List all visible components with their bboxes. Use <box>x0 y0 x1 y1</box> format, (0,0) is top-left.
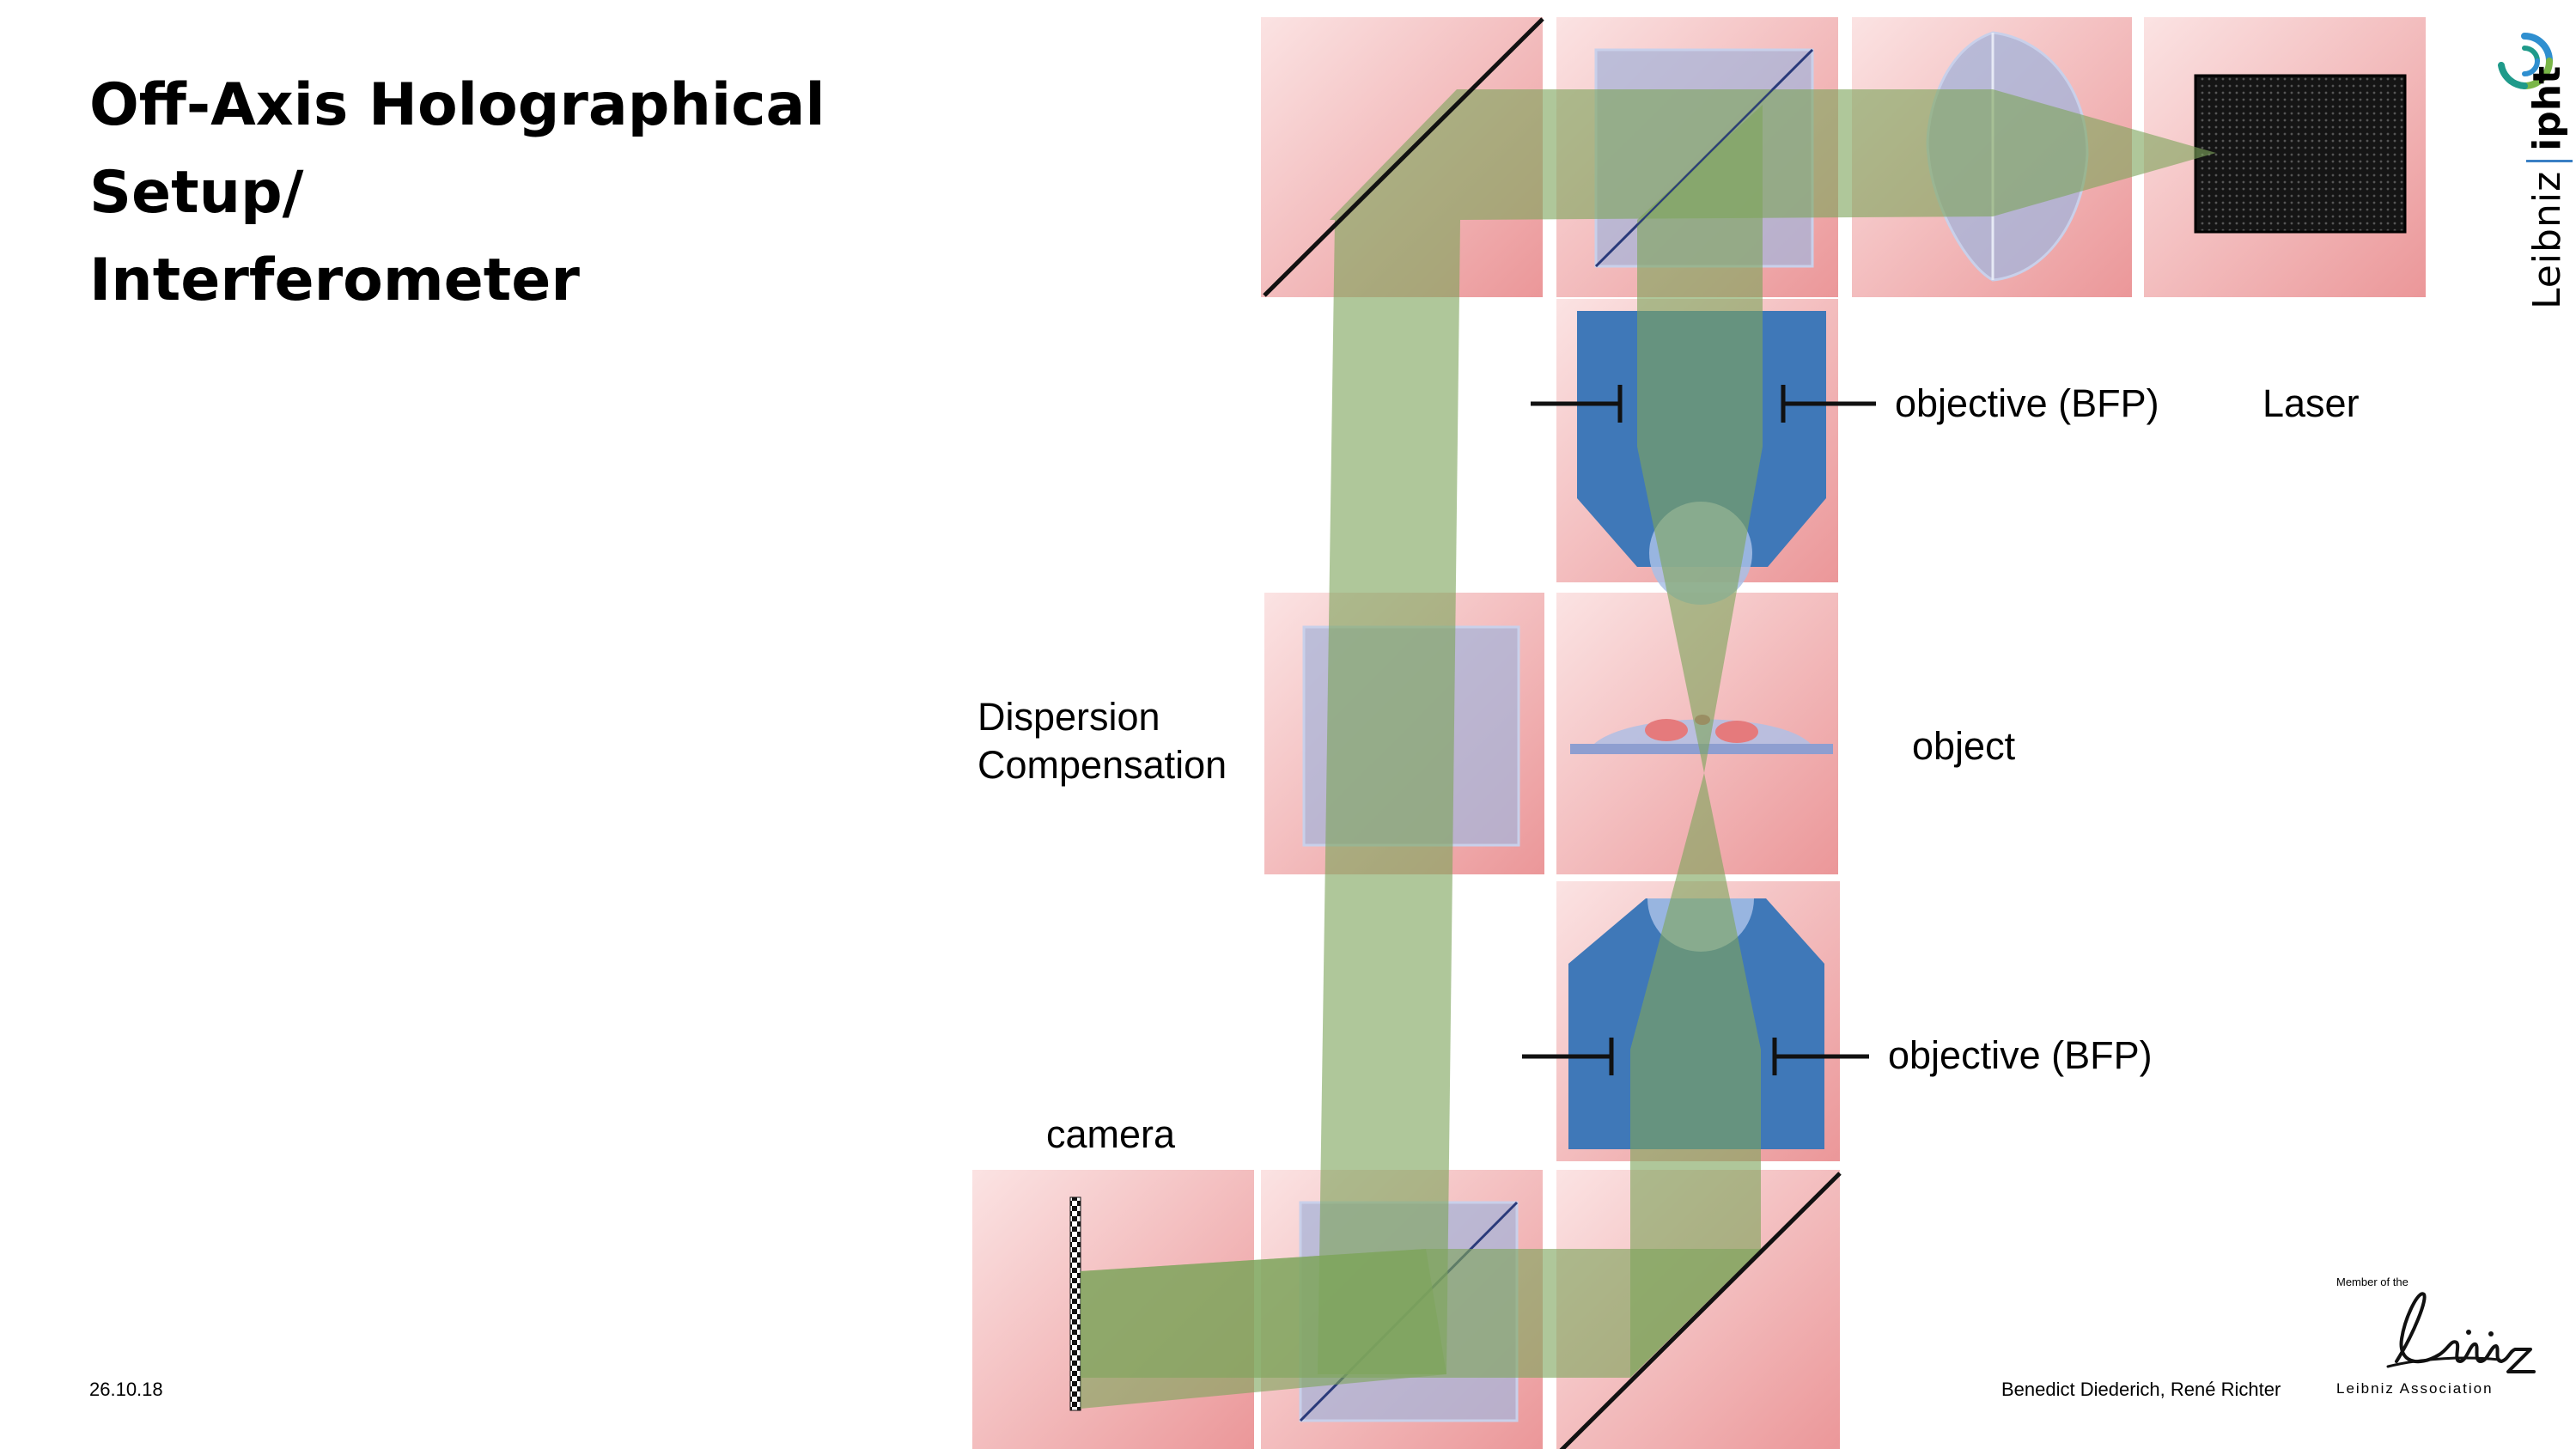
mirror-top-left <box>1263 17 1544 297</box>
beam-paths <box>1081 89 2216 1409</box>
slide-title: Off-Axis Holographical Setup/ Interferom… <box>89 62 1034 325</box>
object-cell-right <box>1715 721 1758 743</box>
leibniz-member-text: Member of the <box>2336 1275 2409 1288</box>
ipht-swirl-icon <box>2498 33 2553 89</box>
camera-sensor <box>1069 1196 1081 1411</box>
beam-reference-to-camera <box>1081 1249 1446 1409</box>
leibniz-association-logo: Member of the Leibniz Association <box>2319 1275 2551 1404</box>
title-line-1: Off-Axis Holographical Setup/ <box>89 71 825 227</box>
label-objective-top: objective (BFP) <box>1895 381 2159 425</box>
footer-authors: Benedict Diederich, René Richter <box>2001 1379 2281 1400</box>
diagram-labels: objective (BFP) Laser Dispersion Compens… <box>977 381 2360 1156</box>
beamsplitter-top-edge <box>1595 49 1813 267</box>
footer-date: 26.10.18 <box>89 1379 163 1400</box>
beam-sample-down-to-objective <box>1637 220 1763 447</box>
title-line-2: Interferometer <box>89 247 580 314</box>
label-dispersion-line1: Dispersion <box>977 695 1160 739</box>
leibniz-ipht-logo: Leibniz ipht <box>2482 26 2573 318</box>
leibniz-signature-icon <box>2386 1292 2536 1373</box>
beam-sample-focus-lower <box>1630 773 1761 1050</box>
mirrors <box>1263 17 1842 1449</box>
label-camera: camera <box>1046 1112 1176 1156</box>
object-cell-left <box>1645 719 1688 741</box>
label-objective-bottom: objective (BFP) <box>1888 1033 2153 1077</box>
leibniz-association-text: Leibniz Association <box>2336 1380 2494 1397</box>
beam-reference-upper <box>1330 89 1993 220</box>
bfp-markers-bottom <box>1522 1038 1869 1075</box>
ipht-word-leibniz: Leibniz <box>2525 170 2569 309</box>
ipht-divider <box>2526 159 2573 162</box>
mirror-bottom-right <box>1559 1172 1842 1449</box>
label-object: object <box>1912 724 2016 768</box>
label-dispersion-line2: Compensation <box>977 743 1227 787</box>
laser-source <box>2194 74 2407 234</box>
beam-reference-vertical <box>1318 220 1460 1374</box>
beam-laser-to-lens <box>1993 89 2216 216</box>
ipht-word-ipht: ipht <box>2525 65 2569 151</box>
beam-sample-focus-upper <box>1637 447 1763 773</box>
label-laser: Laser <box>2262 381 2360 425</box>
bfp-markers-top <box>1531 385 1876 423</box>
ipht-wordmark: Leibniz ipht <box>2525 66 2573 309</box>
